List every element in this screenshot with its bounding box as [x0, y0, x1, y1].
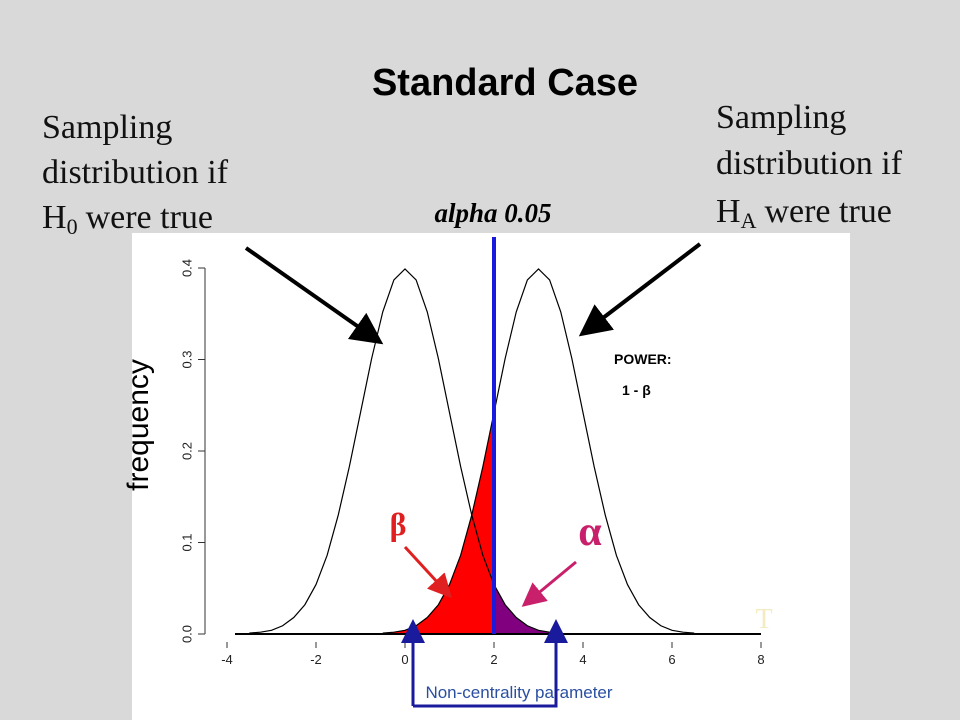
note-h: H: [42, 199, 67, 236]
x-tick-label: 2: [490, 652, 497, 667]
x-tick-label: 4: [579, 652, 586, 667]
alpha-area: [494, 584, 561, 634]
note-line: Sampling: [716, 99, 846, 136]
beta-symbol: β: [390, 506, 407, 542]
note-sub: A: [741, 208, 757, 233]
corner-mark: T: [755, 604, 772, 635]
arrow: [403, 545, 453, 599]
note-h: H: [716, 193, 741, 230]
alpha-symbol: α: [578, 509, 602, 555]
right-note: Sampling distribution if HA were true: [716, 99, 903, 233]
y-tick-label: 0.1: [179, 533, 194, 551]
x-tick-label: -2: [310, 652, 322, 667]
y-tick-label: 0.2: [179, 442, 194, 460]
arrow: [578, 242, 702, 337]
beta-area: [382, 412, 494, 634]
note-line: distribution if: [716, 145, 903, 182]
note-line: distribution if: [42, 154, 229, 191]
note-line: HA were true: [716, 193, 892, 233]
note-sub: 0: [67, 214, 78, 239]
y-tick-label: 0.4: [179, 259, 194, 277]
y-tick-label: 0.3: [179, 350, 194, 368]
alpha-label: alpha 0.05: [434, 198, 551, 228]
x-tick-label: 6: [668, 652, 675, 667]
left-note: Sampling distribution if H0 were true: [42, 109, 229, 239]
y-tick-label: 0.0: [179, 625, 194, 643]
arrow: [244, 246, 384, 345]
power-formula: 1 - β: [622, 382, 651, 398]
x-tick-label: -4: [221, 652, 233, 667]
note-line: H0 were true: [42, 199, 213, 239]
note-rest: were true: [764, 193, 891, 230]
density-curve: [249, 268, 561, 634]
x-tick-label: 8: [757, 652, 764, 667]
note-line: Sampling: [42, 109, 172, 146]
power-label: POWER:: [614, 351, 672, 367]
slide-title: Standard Case: [372, 62, 638, 104]
arrow: [521, 560, 577, 607]
note-rest: were true: [86, 199, 213, 236]
x-tick-label: 0: [401, 652, 408, 667]
y-axis-label: frequency: [122, 359, 155, 491]
plot: 0.0 0.1 0.2 0.3 0.4 -4 -2 0 2 4 6 8: [179, 237, 765, 667]
arrows: [244, 242, 702, 708]
density-curve: [382, 268, 695, 634]
ncp-label: Non-centrality parameter: [425, 683, 612, 702]
